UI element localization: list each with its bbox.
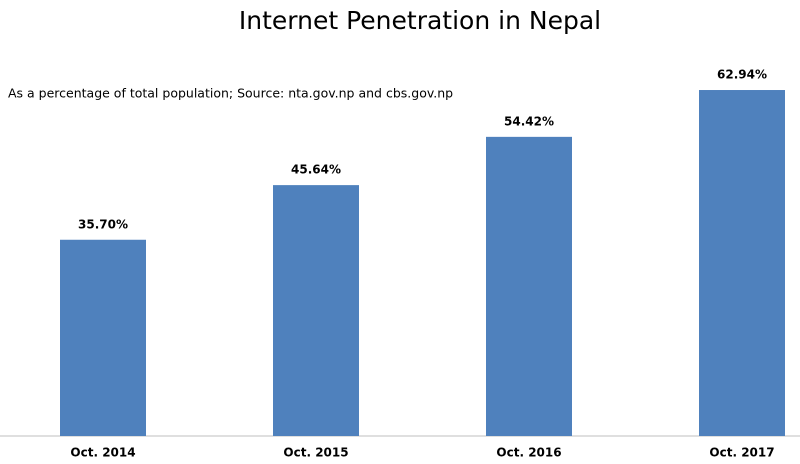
bar [273, 185, 359, 436]
value-label: 35.70% [78, 217, 128, 231]
x-tick-label: Oct. 2014 [70, 446, 135, 460]
value-label: 62.94% [717, 68, 767, 82]
bar [60, 239, 146, 436]
bar [699, 90, 785, 436]
x-tick-label: Oct. 2017 [709, 446, 774, 460]
chart-subtitle: As a percentage of total population; Sou… [8, 86, 453, 101]
x-tick-label: Oct. 2016 [496, 446, 561, 460]
x-tick-label: Oct. 2015 [283, 446, 348, 460]
value-label: 54.42% [504, 114, 554, 128]
chart-title: Internet Penetration in Nepal [239, 6, 601, 35]
value-label: 45.64% [291, 163, 341, 177]
bar [486, 136, 572, 436]
